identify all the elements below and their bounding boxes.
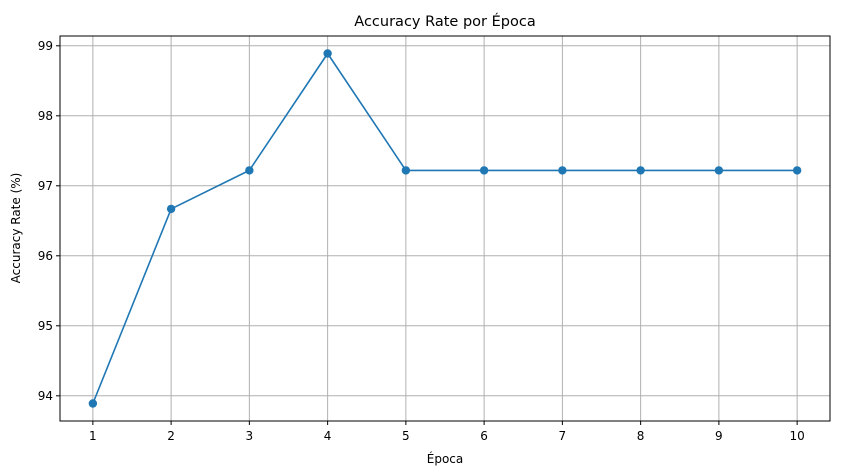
x-tick-label: 2 xyxy=(167,429,175,443)
data-point xyxy=(401,166,411,175)
data-point xyxy=(88,399,98,408)
x-axis-label: Época xyxy=(427,451,464,466)
series-layer xyxy=(88,49,802,408)
data-point xyxy=(323,49,332,58)
plot-frame xyxy=(59,35,831,422)
y-tick-label: 97 xyxy=(38,179,53,193)
data-point xyxy=(636,166,645,175)
x-tick-label: 5 xyxy=(402,429,410,443)
x-tick-label: 9 xyxy=(715,429,723,443)
y-tick-label: 99 xyxy=(38,39,53,53)
chart-title: Accuracy Rate por Época xyxy=(354,13,535,30)
x-tick-label: 3 xyxy=(246,429,254,443)
data-point xyxy=(792,166,802,175)
y-axis-label: Accuracy Rate (%) xyxy=(9,173,23,284)
data-point xyxy=(714,166,724,175)
data-point xyxy=(558,166,567,175)
grid xyxy=(60,36,830,421)
x-tick-label: 1 xyxy=(89,429,97,443)
y-tick-label: 98 xyxy=(38,109,53,123)
y-tick-label: 95 xyxy=(38,319,53,333)
y-tick-label: 96 xyxy=(38,249,53,263)
x-tick-label: 6 xyxy=(480,429,488,443)
x-tick-label: 7 xyxy=(559,429,567,443)
data-point xyxy=(245,166,254,175)
series-line xyxy=(92,52,798,404)
data-point xyxy=(166,204,176,214)
x-tick-label: 8 xyxy=(637,429,645,443)
y-tick-label: 94 xyxy=(38,389,53,403)
data-point xyxy=(479,166,489,175)
x-tick-label: 10 xyxy=(789,429,804,443)
x-tick-label: 4 xyxy=(324,429,332,443)
y-axis: 94 95 96 97 98 99 xyxy=(38,39,60,403)
x-axis: 1 2 3 4 5 6 7 8 9 10 xyxy=(89,421,805,443)
